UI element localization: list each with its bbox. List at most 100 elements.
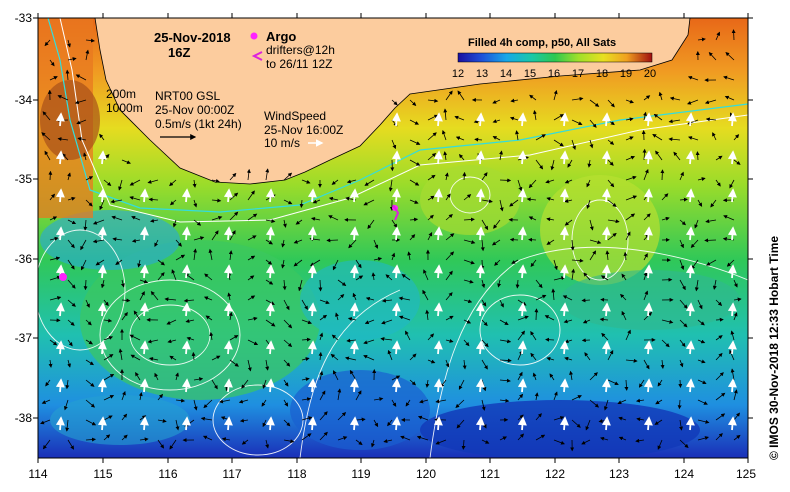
current-arrow [363,355,375,361]
current-arrow [571,395,582,401]
current-arrow [492,119,501,124]
current-arrow [335,312,339,321]
current-arrow [48,359,53,368]
current-arrow [687,75,699,81]
current-arrow [282,219,287,228]
current-arrow [63,399,69,411]
wind-arrow [139,188,149,203]
current-arrow [295,219,303,225]
current-arrow [715,317,724,322]
current-date: 25-Nov 00:00Z [155,103,234,117]
current-arrow [603,399,609,411]
current-arrow [499,319,509,325]
map-frame [37,17,749,459]
current-arrow [586,179,591,188]
current-arrow [589,399,600,408]
wind-arrow [349,302,359,317]
current-arrow [625,99,634,104]
current-arrow [103,434,111,441]
wind-arrow [727,112,737,127]
current-arrow [211,230,219,241]
wind-arrow [265,340,275,355]
current-arrow [625,358,638,363]
current-arrow [391,139,397,150]
wind-arrow [349,378,359,393]
current-arrow [697,299,703,310]
lon-tick-label: 120 [416,467,436,481]
current-arrow [457,90,465,101]
current-arrow [583,272,591,281]
wind-arrow [307,188,317,203]
current-arrow [283,299,290,311]
drifter-track [392,204,400,221]
wind-arrow [265,302,275,317]
current-arrow [492,136,501,141]
current-arrow [493,219,501,229]
current-arrow [164,297,177,302]
current-arrow [517,330,525,341]
current-arrow [729,179,735,189]
current-arrow [85,49,90,61]
current-arrow [138,392,143,401]
current-arrow [679,299,688,309]
current-arrow [229,192,239,201]
current-arrow [679,239,684,249]
current-arrow [241,379,249,389]
current-arrow [515,130,519,141]
current-arrow [80,239,87,251]
wind-arrow [181,188,191,203]
colorbar [457,52,653,63]
lon-tick-label: 117 [222,467,241,481]
wind-arrow [685,150,695,165]
current-arrow [118,179,123,191]
current-arrow [463,239,476,244]
current-arrow [535,134,546,141]
current-arrow [154,239,159,248]
current-arrow [643,359,650,370]
current-arrow [298,279,303,292]
current-arrow [85,199,93,207]
current-arrow [708,52,717,61]
lon-tick-label: 118 [287,467,306,481]
current-arrow [100,279,105,289]
wind-vectors [55,112,737,431]
current-arrow [301,319,312,325]
colorbar-tick: 18 [596,68,608,80]
current-arrow [347,317,357,321]
wind-arrow [517,340,527,355]
wind-arrow [559,226,569,241]
current-arrow [157,259,165,266]
current-arrow [643,271,648,281]
current-arrow [118,348,123,361]
wind-arrow [517,226,527,241]
current-arrow [175,254,186,261]
current-arrow [509,116,519,121]
wind-arrow [643,150,653,165]
current-arrow [67,219,77,225]
current-arrow [427,195,435,201]
current-arrow [535,279,543,289]
current-arrow [42,439,51,450]
argo-legend-marker [250,32,258,40]
current-arrow [381,298,393,303]
current-arrow [211,215,223,221]
current-arrow [712,279,717,290]
current-arrow [85,319,92,326]
current-arrow [191,351,196,361]
current-arrow [211,355,221,361]
current-arrow [733,279,738,288]
current-arrow [391,99,398,106]
current-arrow [139,291,145,301]
current-arrow [293,239,303,244]
wind-arrow [643,188,653,203]
wind-arrow [601,302,611,317]
current-arrow [409,353,417,361]
wind-arrow [391,188,401,203]
current-arrow [564,356,573,361]
current-arrow [130,354,141,361]
current-arrow [355,275,364,281]
current-arrow [373,397,384,402]
current-arrow [83,279,88,291]
current-arrow [346,179,357,184]
current-arrow [535,159,544,170]
